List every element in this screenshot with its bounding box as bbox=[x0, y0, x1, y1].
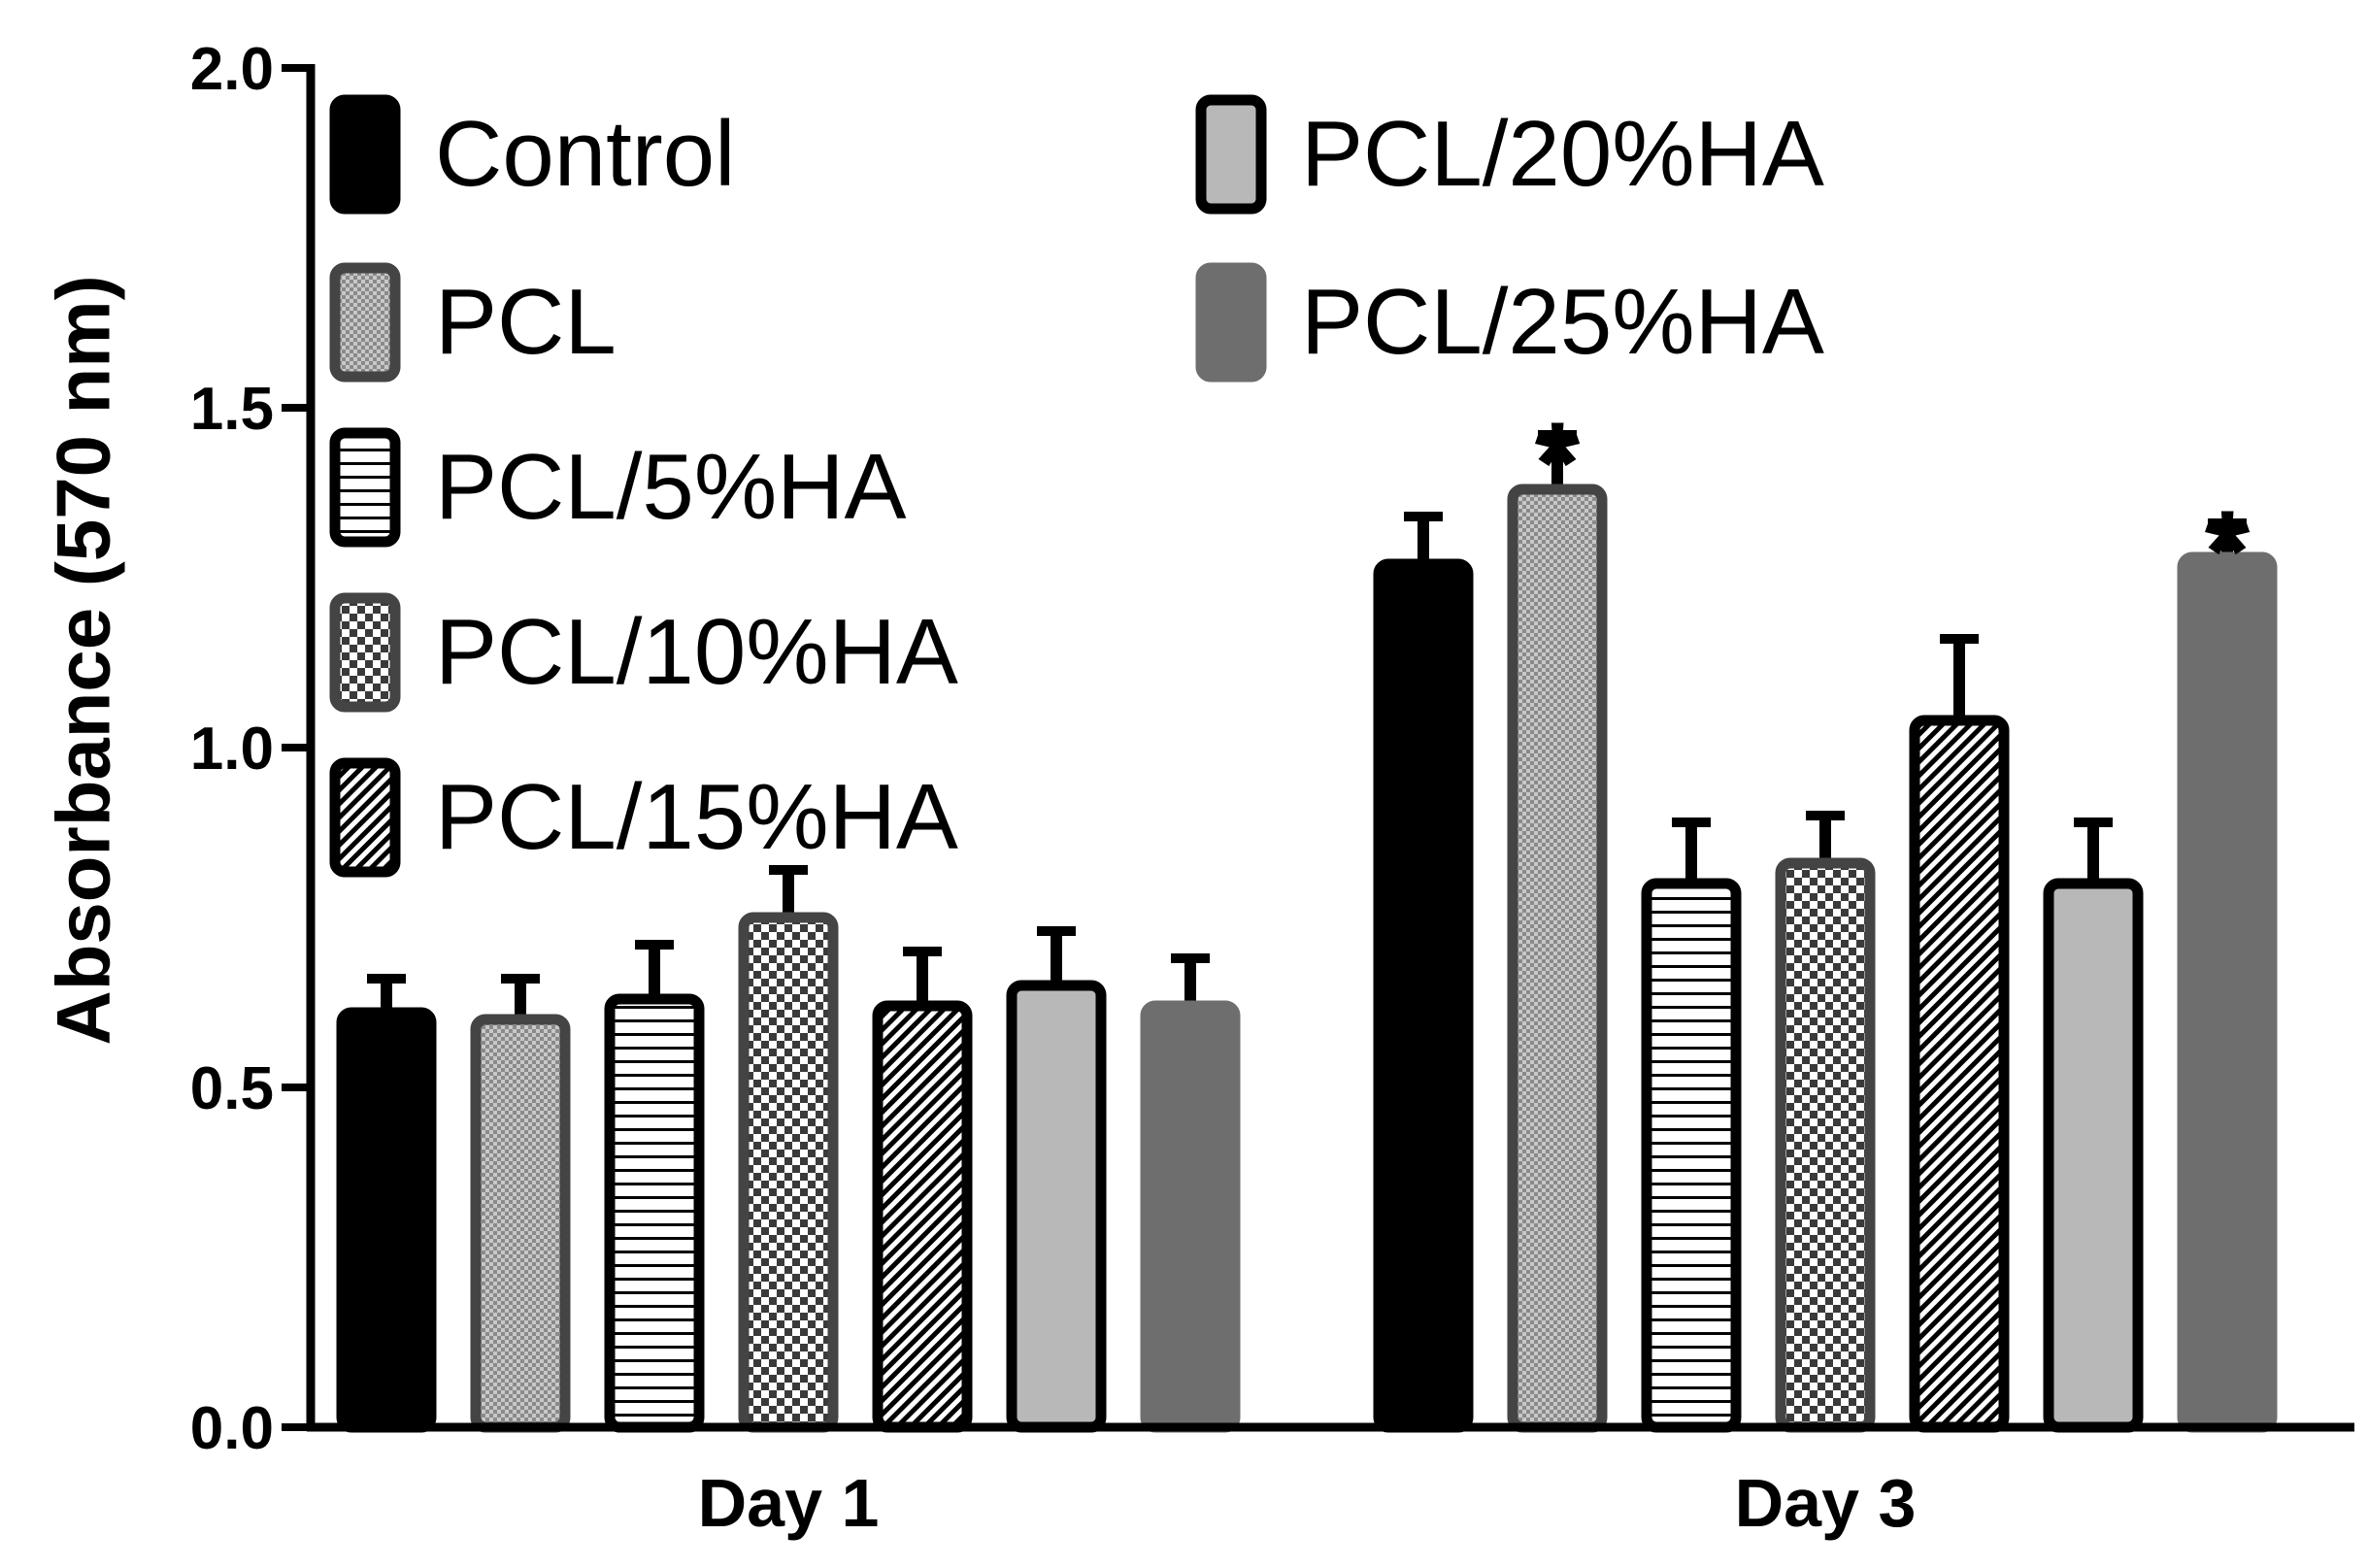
legend: Control PCL PCL/5%HA PCL/10%HA PCL/15%HA PCL/… bbox=[329, 94, 1824, 878]
legend-swatch bbox=[329, 262, 401, 383]
legend-swatch bbox=[329, 427, 401, 548]
legend-label: PCL/20%HA bbox=[1301, 102, 1824, 206]
legend-label: Control bbox=[435, 102, 735, 206]
legend-label: PCL bbox=[435, 270, 617, 374]
x-axis-labels: Day 1 Day 3 bbox=[698, 1465, 1917, 1541]
significance-marker: * bbox=[1535, 398, 1581, 528]
bars bbox=[336, 430, 2278, 1433]
bar bbox=[1507, 484, 1608, 1433]
bar bbox=[1373, 558, 1474, 1433]
legend-label: PCL/25%HA bbox=[1301, 270, 1824, 374]
bar bbox=[2043, 878, 2144, 1433]
bar bbox=[1909, 715, 2010, 1433]
bar bbox=[336, 1007, 437, 1433]
legend-swatch bbox=[1195, 262, 1267, 383]
y-axis-ticks: 0.0 0.5 1.0 1.5 2.0 bbox=[190, 36, 311, 1462]
y-tick-label: 0.5 bbox=[190, 1055, 274, 1122]
annotations: ** bbox=[1535, 398, 2251, 617]
bar bbox=[1641, 878, 1742, 1433]
bar bbox=[1140, 1000, 1241, 1433]
bar bbox=[470, 1014, 571, 1433]
y-axis-title-group: Absorbance (570 nm) bbox=[41, 275, 126, 1045]
legend-label: PCL/15%HA bbox=[435, 765, 958, 869]
bar bbox=[1006, 980, 1107, 1433]
legend-label: PCL/5%HA bbox=[435, 435, 907, 539]
legend-swatch bbox=[1195, 94, 1267, 215]
legend-label: PCL/10%HA bbox=[435, 600, 958, 704]
bar bbox=[872, 1000, 973, 1433]
bar bbox=[2177, 551, 2278, 1433]
x-category-label: Day 3 bbox=[1735, 1465, 1917, 1541]
significance-marker: * bbox=[2205, 486, 2251, 617]
bar bbox=[1775, 857, 1876, 1433]
y-axis-title: Absorbance (570 nm) bbox=[41, 275, 126, 1045]
y-tick-label: 2.0 bbox=[190, 36, 274, 103]
legend-swatch bbox=[329, 592, 401, 713]
legend-swatch bbox=[329, 94, 401, 215]
axes bbox=[306, 64, 2354, 1432]
bar bbox=[738, 912, 839, 1433]
y-tick-label: 0.0 bbox=[190, 1395, 274, 1462]
legend-swatch bbox=[329, 757, 401, 878]
y-tick-label: 1.0 bbox=[190, 716, 274, 783]
x-category-label: Day 1 bbox=[698, 1465, 880, 1541]
bar bbox=[604, 993, 705, 1433]
y-tick-label: 1.5 bbox=[190, 376, 274, 443]
